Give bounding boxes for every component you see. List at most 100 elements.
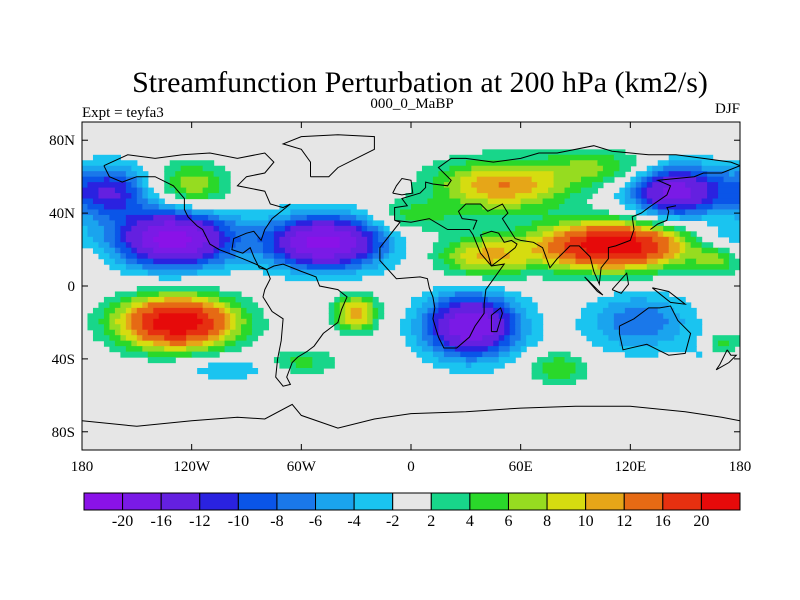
contour-cell [197,258,209,265]
contour-cell [493,324,505,331]
contour-cell [367,236,374,243]
contour-cell [520,346,527,353]
contour-cell [531,176,555,183]
contour-cell [131,165,143,172]
contour-cell [657,160,670,167]
contour-cell [630,187,637,194]
contour-cell [175,214,193,221]
contour-cell [531,324,544,331]
contour-cell [114,231,121,238]
contour-cell [520,204,560,211]
contour-cell [411,302,423,309]
contour-cell [443,258,456,265]
contour-cell [136,187,143,194]
contour-cell [641,198,648,205]
contour-cell [82,225,89,232]
contour-cell [98,193,121,200]
contour-cell [361,296,374,303]
contour-cell [334,302,341,309]
contour-cell [449,165,472,172]
contour-cell [432,242,450,249]
contour-cell [131,313,143,320]
contour-cell [443,247,456,254]
contour-cell [120,335,127,342]
contour-cell [345,313,352,320]
contour-cell [712,198,740,205]
contour-cell [230,318,237,325]
contour-cell [279,351,330,358]
contour-cell [153,340,171,347]
contour-cell [526,264,549,271]
contour-cell [613,318,670,325]
contour-cell [663,313,681,320]
contour-cell [443,351,461,358]
colorbar-box [83,492,124,511]
contour-cell [268,220,286,227]
contour-cell [619,187,626,194]
contour-cell [531,329,544,336]
colorbar-label-neg4: -4 [347,513,360,530]
contour-cell [290,264,308,271]
contour-cell [284,253,291,260]
contour-cell [427,324,434,331]
contour-cell [158,198,165,205]
contour-cell [290,225,313,232]
contour-cell [361,324,374,331]
contour-cell [191,214,209,221]
contour-cell [334,253,357,260]
contour-cell [224,346,242,353]
contour-cell [427,307,434,314]
contour-cell [411,346,423,353]
contour-cell [82,182,89,189]
contour-cell [586,236,637,243]
contour-cell [147,253,204,260]
contour-cell [449,176,461,183]
x-tick-label-120e: 120E [614,459,646,475]
contour-cell [548,373,571,380]
contour-cell [131,329,138,336]
contour-cell [230,225,275,232]
contour-cell [454,247,467,254]
contour-cell [114,340,132,347]
contour-cell [591,269,626,276]
contour-cell [526,307,538,314]
contour-cell [273,247,286,254]
contour-cell [526,313,544,320]
contour-cell [509,313,516,320]
contour-cell [158,204,176,211]
contour-cell [624,351,659,358]
contour-cell [103,340,116,347]
contour-cell [367,307,374,314]
colorbar-box [122,492,162,511]
contour-cell [712,346,736,353]
contour-cell [350,220,363,227]
contour-cell [361,258,374,265]
coastline [651,287,687,305]
contour-cell [460,264,527,271]
contour-cell [449,340,494,347]
contour-cell [125,313,132,320]
contour-cell [87,182,127,189]
contour-cell [82,231,89,238]
contour-cell [372,258,385,265]
contour-cell [575,368,588,375]
contour-cell [213,247,220,254]
contour-cell [663,187,692,194]
coastline [394,145,740,221]
contour-cell [471,362,505,369]
contour-cell [394,236,407,243]
contour-cell [432,193,450,200]
contour-cell [273,225,286,232]
contour-cell [219,247,231,254]
contour-cell [103,247,116,254]
contour-cell [465,362,472,369]
contour-cell [290,242,308,249]
contour-cell [509,335,522,342]
contour-cell [575,253,648,260]
colorbar-label-2: 2 [427,513,435,530]
contour-cell [438,171,456,178]
contour-cell [729,258,740,265]
contour-cell [175,204,193,211]
contour-cell [262,242,275,249]
contour-cell [432,176,450,183]
